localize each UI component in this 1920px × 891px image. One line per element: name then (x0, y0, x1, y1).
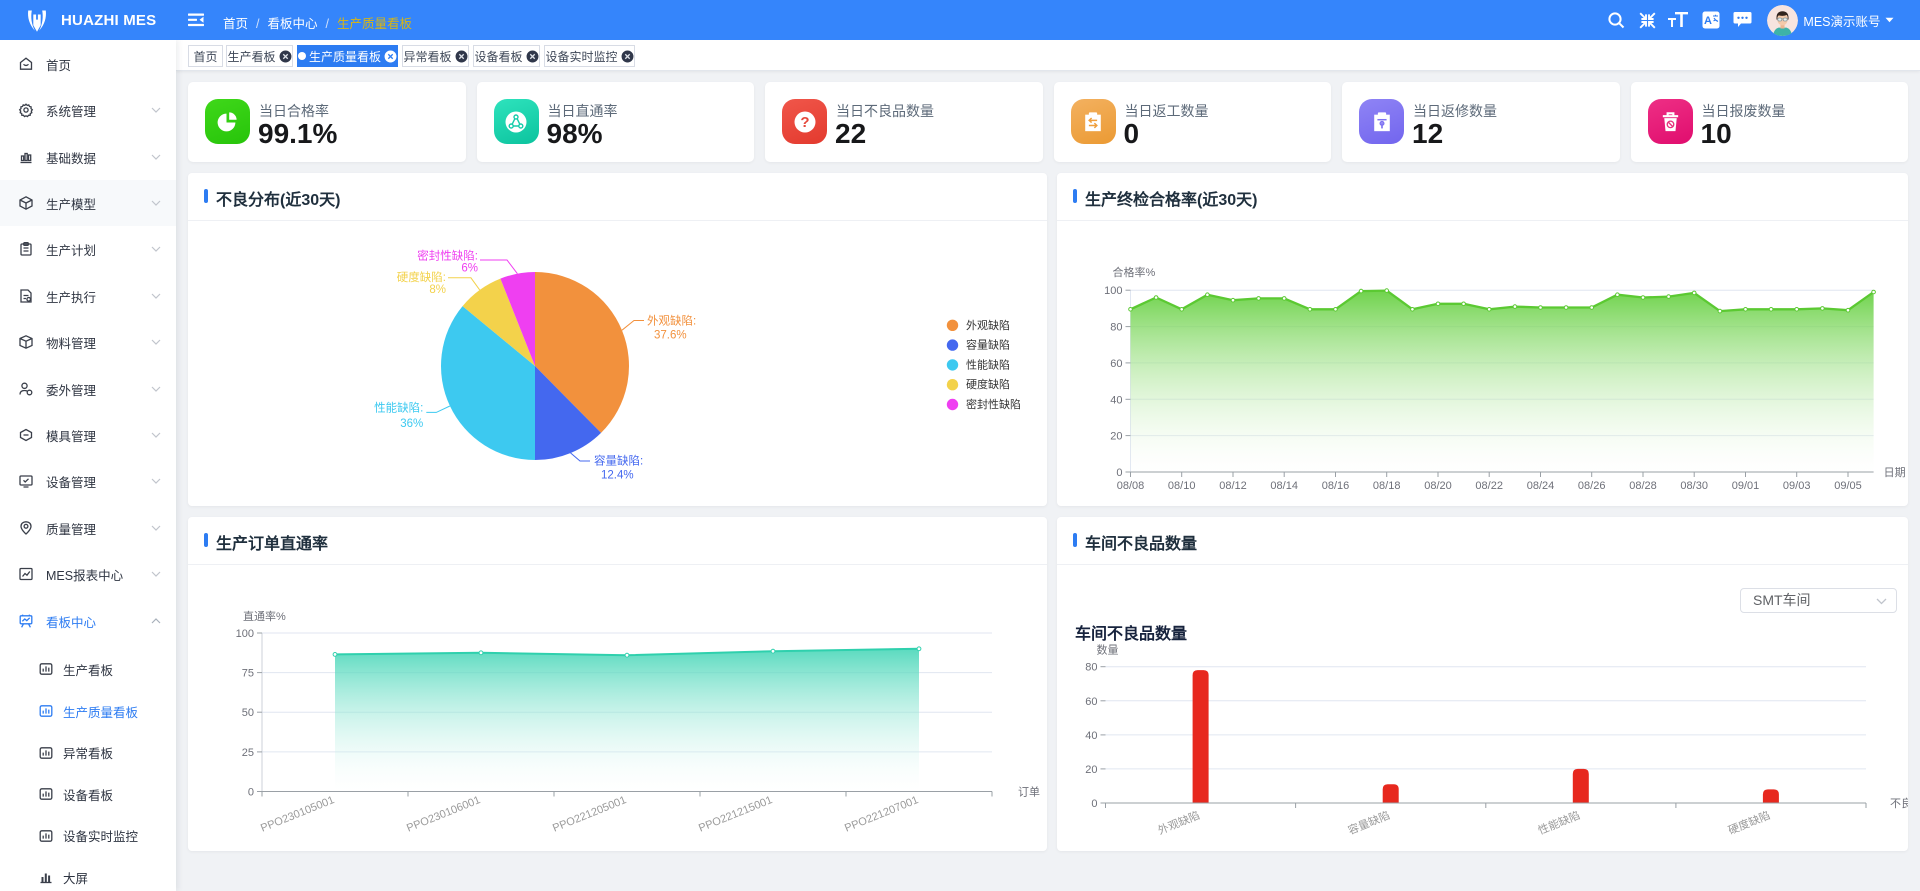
svg-text:密封性缺陷:: 密封性缺陷: (417, 249, 478, 263)
svg-text:日期: 日期 (1884, 466, 1906, 479)
svg-text:PPO221205001: PPO221205001 (551, 794, 628, 834)
svg-text:直通率%: 直通率% (243, 609, 286, 623)
svg-text:?: ? (800, 114, 809, 131)
svg-text:08/20: 08/20 (1424, 480, 1452, 492)
svg-text:60: 60 (1110, 358, 1122, 370)
svg-text:08/18: 08/18 (1373, 480, 1401, 492)
svg-text:08/22: 08/22 (1475, 480, 1503, 492)
svg-text:37.6%: 37.6% (654, 330, 687, 342)
svg-text:性能缺陷: 性能缺陷 (966, 357, 1010, 371)
svg-text:容量缺陷:: 容量缺陷: (594, 454, 643, 468)
svg-text:PPO221207001: PPO221207001 (843, 794, 920, 834)
svg-text:PPO230105001: PPO230105001 (259, 794, 336, 834)
svg-text:容量缺陷: 容量缺陷 (1346, 808, 1392, 837)
svg-text:合格率%: 合格率% (1113, 265, 1156, 279)
svg-text:20: 20 (1085, 764, 1097, 776)
svg-text:容量缺陷: 容量缺陷 (966, 338, 1010, 352)
svg-text:0: 0 (1116, 467, 1122, 479)
svg-text:8%: 8% (429, 284, 446, 296)
svg-text:0: 0 (248, 787, 254, 799)
svg-text:硬度缺陷: 硬度缺陷 (1726, 808, 1772, 837)
svg-text:硬度缺陷: 硬度缺陷 (966, 377, 1010, 391)
svg-text:PPO230106001: PPO230106001 (405, 794, 482, 834)
svg-text:08/12: 08/12 (1219, 480, 1247, 492)
svg-text:08/24: 08/24 (1527, 480, 1555, 492)
svg-text:数量: 数量 (1097, 644, 1119, 657)
svg-text:不良: 不良 (1890, 796, 1908, 810)
svg-text:08/16: 08/16 (1322, 480, 1350, 492)
svg-text:外观缺陷:: 外观缺陷: (647, 314, 696, 328)
svg-text:100: 100 (1104, 285, 1122, 297)
svg-text:08/28: 08/28 (1629, 480, 1657, 492)
svg-text:外观缺陷: 外观缺陷 (1156, 808, 1202, 837)
svg-text:20: 20 (1110, 431, 1122, 443)
svg-text:08/26: 08/26 (1578, 480, 1606, 492)
svg-text:09/03: 09/03 (1783, 480, 1811, 492)
svg-text:50: 50 (242, 707, 254, 719)
svg-text:0: 0 (1091, 798, 1097, 810)
svg-text:40: 40 (1085, 730, 1097, 742)
svg-text:09/01: 09/01 (1732, 480, 1760, 492)
svg-text:12.4%: 12.4% (601, 470, 634, 482)
svg-text:08/08: 08/08 (1117, 480, 1145, 492)
svg-text:硬度缺陷:: 硬度缺陷: (397, 270, 446, 284)
svg-text:08/30: 08/30 (1680, 480, 1708, 492)
svg-text:性能缺陷:: 性能缺陷: (374, 400, 423, 414)
svg-text:100: 100 (236, 628, 254, 640)
svg-text:80: 80 (1085, 662, 1097, 674)
svg-text:75: 75 (242, 668, 254, 680)
svg-text:09/05: 09/05 (1834, 480, 1862, 492)
svg-text:订单: 订单 (1018, 786, 1040, 799)
svg-text:外观缺陷: 外观缺陷 (966, 318, 1010, 332)
svg-text:40: 40 (1110, 394, 1122, 406)
svg-text:PPO221215001: PPO221215001 (697, 794, 774, 834)
svg-text:性能缺陷: 性能缺陷 (1536, 808, 1582, 837)
svg-text:36%: 36% (400, 418, 423, 430)
svg-text:密封性缺陷: 密封性缺陷 (966, 397, 1021, 411)
svg-text:60: 60 (1085, 696, 1097, 708)
svg-text:A: A (1704, 15, 1712, 27)
svg-text:08/10: 08/10 (1168, 480, 1196, 492)
svg-text:6%: 6% (461, 263, 478, 275)
svg-text:25: 25 (242, 747, 254, 759)
svg-text:08/14: 08/14 (1270, 480, 1298, 492)
svg-text:80: 80 (1110, 322, 1122, 334)
